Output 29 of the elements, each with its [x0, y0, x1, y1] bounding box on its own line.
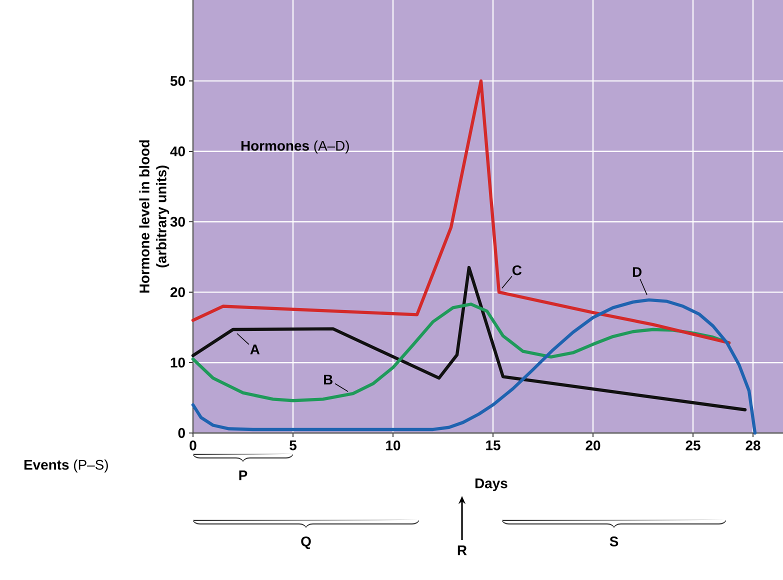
x-tick-label: 5 [290, 440, 296, 450]
y-axis-title: Hormone level in blood (arbitrary units) [139, 140, 170, 293]
y-tick-label: 0 [178, 428, 185, 438]
text: R [458, 546, 467, 556]
series-label: D [632, 267, 642, 277]
line-series [191, 298, 757, 435]
annotation: Hormones (A–D) [241, 140, 349, 154]
line-series [191, 302, 731, 402]
y-tick-label: 30 [170, 216, 185, 227]
y-tick-label: 40 [170, 146, 185, 156]
y-tick-label: 20 [170, 287, 185, 298]
x-tick-label: 20 [586, 440, 600, 450]
series-label: A [250, 344, 260, 354]
text: S [610, 536, 618, 546]
line-series [191, 79, 731, 344]
x-tick-label: 25 [686, 440, 700, 450]
text: Events (P–S) [24, 460, 108, 472]
series-label: C [512, 265, 522, 276]
series-label: B [324, 374, 332, 384]
y-tick-label: 50 [170, 76, 185, 86]
x-tick-label: 0 [190, 440, 196, 450]
x-tick-label: 10 [386, 440, 400, 450]
text: P [239, 470, 248, 480]
y-tick-label: 10 [170, 358, 185, 368]
line-series [191, 266, 747, 412]
x-tick-label: 28 [746, 440, 760, 450]
text: Q [301, 536, 311, 550]
x-axis-title: Days [475, 478, 508, 492]
x-tick-label: 15 [486, 440, 500, 450]
